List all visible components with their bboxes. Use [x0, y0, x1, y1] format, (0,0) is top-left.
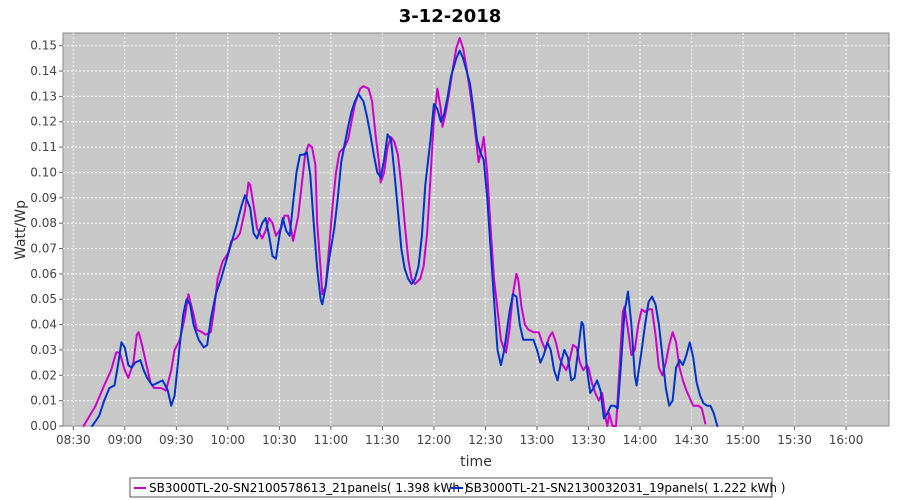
y-axis: 0.00 0.01 0.02 0.03 0.04 0.05 0.06 0.07 0.08 0.09…: [30, 39, 63, 433]
x-tick-label: 11:00: [314, 433, 349, 447]
x-tick-label: 14:00: [623, 433, 658, 447]
legend-label-2: SB3000TL-21-SN2130032031_19panels( 1.222…: [466, 481, 785, 495]
y-tick-label: 0.10: [30, 165, 57, 179]
chart-title: 3-12-2018: [399, 6, 502, 27]
y-tick-label: 0.02: [30, 368, 57, 382]
grid: [63, 33, 889, 426]
x-tick-label: 08:30: [56, 433, 91, 447]
series-line-2: [91, 49, 719, 427]
x-tick-label: 09:00: [108, 433, 143, 447]
y-tick-label: 0.14: [30, 64, 57, 78]
y-tick-label: 0.13: [30, 89, 57, 103]
y-tick-label: 0.11: [30, 140, 57, 154]
x-tick-label: 12:00: [417, 433, 452, 447]
x-axis-label: time: [460, 454, 492, 470]
x-tick-label: 09:30: [159, 433, 194, 447]
y-tick-label: 0.08: [30, 216, 57, 230]
x-tick-label: 13:30: [571, 433, 606, 447]
x-tick-label: 10:00: [211, 433, 246, 447]
legend-label-1: SB3000TL-20-SN2100578613_21panels( 1.398…: [149, 481, 468, 495]
y-tick-label: 0.00: [30, 419, 57, 433]
y-tick-label: 0.04: [30, 318, 57, 332]
x-tick-label: 15:00: [726, 433, 761, 447]
x-tick-label: 14:30: [674, 433, 709, 447]
x-tick-label: 16:00: [829, 433, 864, 447]
y-axis-label: Watt/Wp: [13, 200, 29, 260]
x-tick-label: 11:30: [365, 433, 400, 447]
legend: SB3000TL-20-SN2100578613_21panels( 1.398…: [134, 481, 785, 495]
x-tick-label: 13:00: [520, 433, 555, 447]
series-line-1: [82, 37, 707, 427]
y-tick-label: 0.03: [30, 343, 57, 357]
y-tick-label: 0.06: [30, 267, 57, 281]
y-tick-label: 0.12: [30, 115, 57, 129]
y-tick-label: 0.07: [30, 242, 57, 256]
y-tick-label: 0.01: [30, 394, 57, 408]
series-group: [82, 37, 719, 427]
y-tick-label: 0.05: [30, 292, 57, 306]
x-tick-label: 10:30: [262, 433, 297, 447]
x-tick-label: 15:30: [777, 433, 812, 447]
y-tick-label: 0.09: [30, 191, 57, 205]
y-tick-label: 0.15: [30, 39, 57, 53]
x-tick-label: 12:30: [468, 433, 503, 447]
x-axis: 08:30 09:00 09:30 10:00 10:30 11:00 11:30 12:00…: [56, 426, 863, 447]
plot-area: [62, 32, 890, 427]
